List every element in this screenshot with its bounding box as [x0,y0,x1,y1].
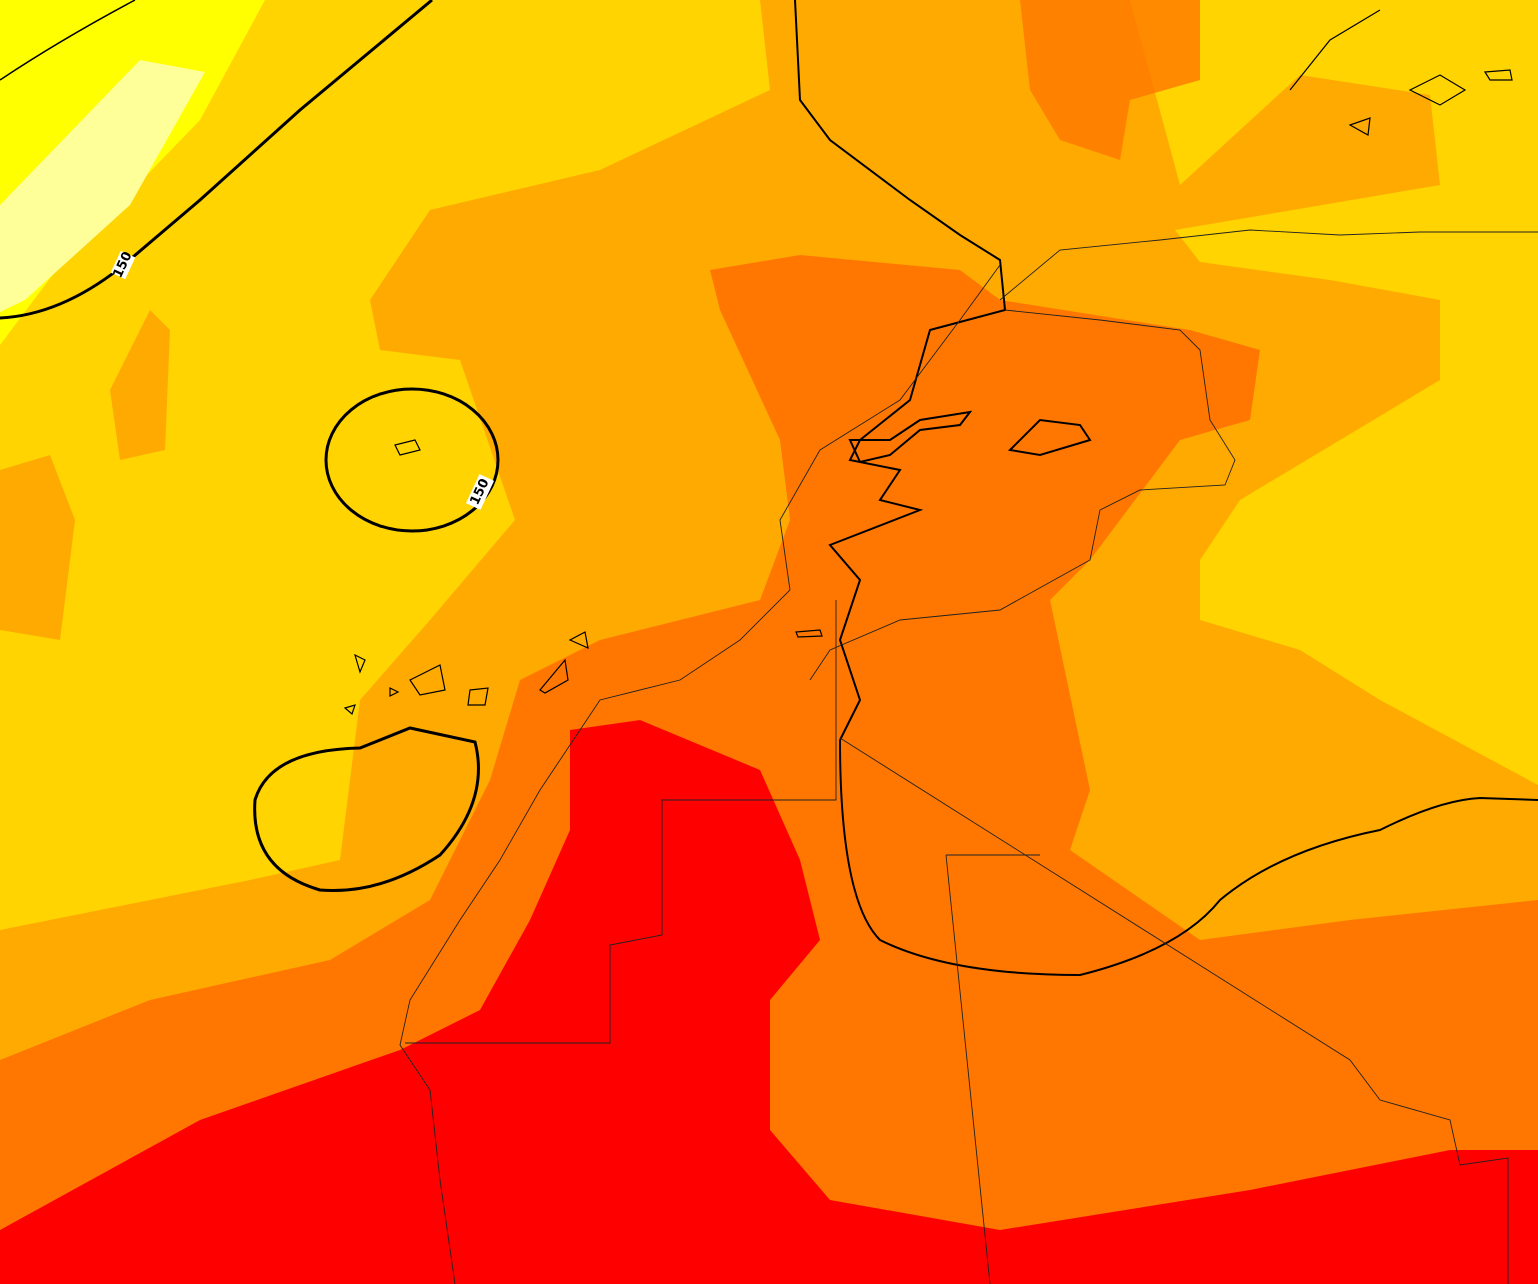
contour-line [253,726,480,893]
contour-label-box [465,474,495,510]
field-light-yellow [0,60,205,312]
coastline [848,410,1092,464]
contour-line [0,0,136,81]
island [1289,9,1513,136]
field-orange [0,255,1538,1284]
country-border [405,600,1509,1284]
field-red [0,720,1538,1284]
field-orange [1020,0,1200,160]
coastline [399,264,1001,1284]
field-orange-light [110,310,170,460]
coastline [809,229,1538,681]
field-orange-light [0,455,75,640]
island [343,439,823,716]
contour-label-box [110,250,136,280]
contour-line [324,387,500,533]
contour-line [839,739,1538,977]
